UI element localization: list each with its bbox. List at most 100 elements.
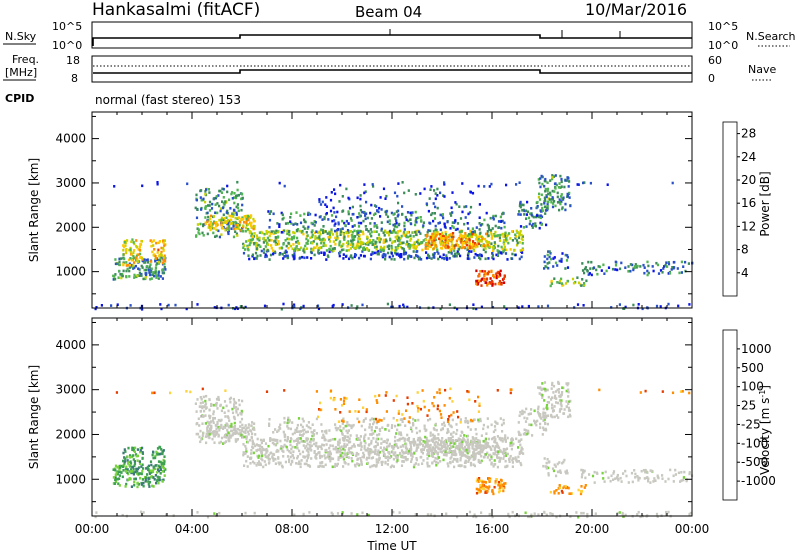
data-cell	[478, 216, 481, 219]
data-cell	[454, 244, 457, 247]
data-cell	[149, 263, 152, 266]
data-cell	[384, 197, 387, 200]
data-cell	[313, 220, 316, 223]
data-cell	[564, 470, 567, 474]
data-cell	[480, 284, 483, 287]
data-cell	[451, 460, 454, 463]
data-cell	[469, 457, 472, 460]
data-cell	[241, 423, 244, 427]
data-cell	[346, 431, 349, 435]
data-cell	[345, 249, 348, 252]
data-cell	[121, 513, 124, 517]
data-cell	[397, 182, 400, 185]
data-cell	[267, 462, 271, 465]
data-cell	[233, 425, 236, 429]
data-cell	[491, 444, 494, 448]
data-cell	[423, 424, 426, 428]
data-cell	[419, 232, 422, 235]
data-cell	[282, 430, 285, 434]
data-cell	[217, 418, 220, 422]
data-cell	[308, 511, 311, 514]
data-cell	[151, 453, 154, 457]
data-cell	[200, 415, 203, 418]
data-cell	[125, 482, 128, 486]
data-cell	[324, 230, 327, 233]
data-cell	[546, 253, 549, 257]
data-cell	[422, 444, 425, 448]
data-cell	[688, 471, 691, 474]
data-cell	[163, 467, 166, 470]
data-cell	[220, 409, 223, 413]
data-cell	[202, 234, 205, 237]
data-cell	[568, 196, 571, 199]
data-cell	[220, 216, 224, 220]
data-cell	[118, 269, 121, 273]
data-cell	[562, 196, 565, 200]
data-cell	[433, 212, 436, 215]
data-cell	[373, 225, 376, 228]
data-cell	[403, 257, 406, 261]
data-cell	[239, 305, 242, 308]
data-cell	[210, 226, 213, 230]
data-cell	[444, 439, 447, 443]
data-cell	[688, 512, 691, 516]
data-cell	[458, 445, 461, 449]
data-cell	[667, 272, 670, 275]
data-cell	[396, 459, 399, 462]
data-cell	[356, 417, 359, 421]
data-cell	[382, 246, 386, 250]
data-cell	[563, 458, 566, 462]
data-cell	[345, 241, 349, 245]
data-cell	[447, 422, 451, 426]
data-cell	[461, 241, 464, 245]
data-cell	[538, 181, 541, 185]
data-cell	[330, 191, 333, 194]
data-cell	[393, 258, 396, 261]
data-cell	[133, 480, 136, 484]
data-cell	[124, 460, 127, 463]
data-cell	[218, 189, 221, 193]
data-cell	[267, 243, 270, 246]
data-cell	[544, 465, 547, 468]
data-cell	[449, 438, 452, 442]
data-cell	[410, 457, 413, 461]
data-cell	[239, 420, 242, 424]
data-cell	[396, 428, 399, 432]
data-cell	[299, 465, 302, 469]
data-cell	[233, 196, 236, 199]
data-cell	[448, 449, 451, 453]
data-cell	[361, 210, 364, 214]
data-cell	[309, 446, 312, 449]
data-cell	[252, 227, 255, 231]
data-cell	[208, 204, 211, 207]
data-cell	[139, 252, 142, 256]
data-cell	[238, 216, 241, 219]
data-cell	[139, 243, 143, 246]
data-cell	[133, 460, 136, 463]
data-cell	[259, 444, 262, 447]
data-cell	[226, 184, 229, 188]
data-cell	[274, 239, 277, 242]
data-cell	[402, 303, 405, 307]
data-cell	[311, 248, 314, 251]
data-cell	[547, 472, 550, 475]
data-cell	[274, 443, 277, 447]
data-cell	[434, 444, 437, 447]
data-cell	[446, 431, 449, 435]
data-cell	[231, 407, 234, 411]
data-cell	[260, 249, 263, 253]
data-cell	[319, 408, 322, 412]
data-cell	[127, 446, 130, 450]
data-cell	[246, 465, 249, 468]
data-cell	[158, 478, 161, 482]
data-cell	[436, 452, 439, 456]
data-cell	[369, 228, 372, 231]
data-cell	[204, 193, 207, 196]
data-cell	[227, 232, 230, 236]
data-cell	[163, 244, 166, 247]
data-cell	[506, 464, 509, 468]
data-cell	[507, 241, 510, 245]
data-cell	[358, 420, 361, 424]
data-cell	[494, 438, 497, 441]
data-cell	[152, 485, 155, 488]
